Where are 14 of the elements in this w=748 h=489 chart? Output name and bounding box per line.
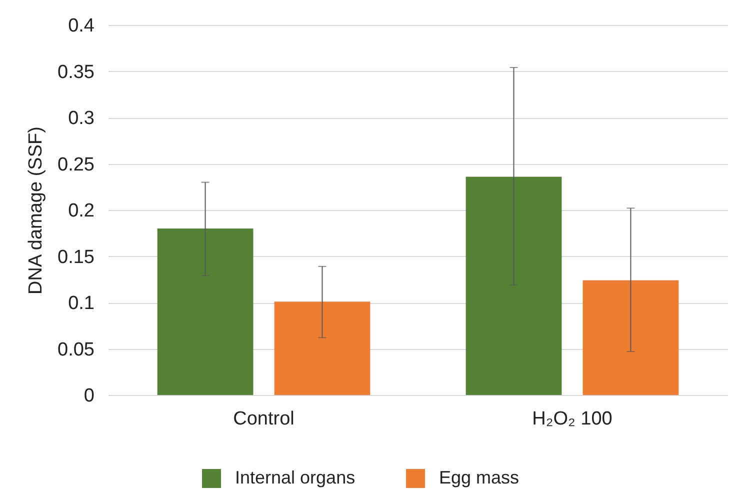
y-tick-label: 0.35 — [58, 62, 94, 83]
y-tick-label: 0.05 — [58, 339, 94, 360]
legend-label: Egg mass — [439, 468, 520, 488]
y-tick-label: 0.15 — [58, 246, 94, 268]
y-axis-title: DNA damage (SSF) — [26, 126, 47, 294]
legend-label: Internal organs — [235, 468, 356, 488]
y-tick-label: 0 — [84, 386, 94, 406]
y-tick-label: 0.4 — [68, 16, 95, 36]
y-tick-label: 0.3 — [68, 108, 94, 129]
x-tick-label: H₂O₂ 100 — [532, 408, 612, 430]
y-tick-label: 0.25 — [58, 154, 94, 176]
x-tick-label: Control — [233, 408, 294, 430]
y-tick-label: 0.2 — [68, 200, 94, 222]
y-tick-label: 0.1 — [68, 293, 94, 314]
